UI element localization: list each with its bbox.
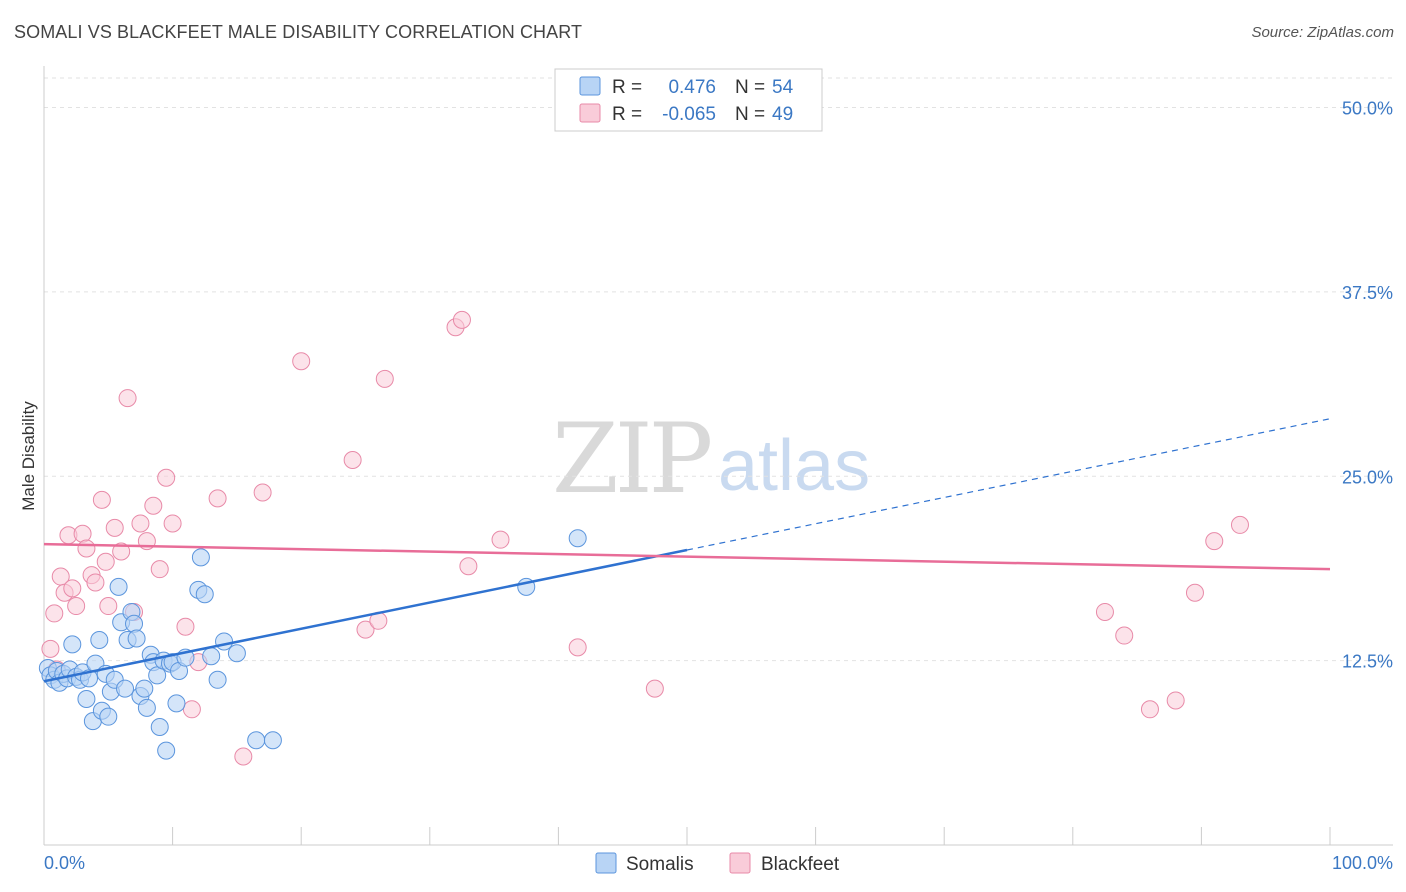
somalis-point-53 (568, 529, 587, 548)
correlation-legend: R = 0.476 N = 54 R = -0.065 N = 49 (554, 68, 823, 132)
somalis-point-44 (191, 548, 210, 567)
chart-title: SOMALI VS BLACKFEET MALE DISABILITY CORR… (14, 22, 583, 42)
somalis-point-50 (247, 731, 266, 750)
blackfeet-point-14 (99, 597, 118, 616)
blackfeet-point-17 (118, 389, 137, 408)
y-tick-label-3: 50.0% (1342, 99, 1393, 119)
somalis-point-51 (263, 731, 282, 750)
blackfeet-point-38 (459, 557, 478, 576)
blackfeet-point-1 (45, 604, 64, 623)
legend-blackfeet-r-label: R = (612, 104, 642, 125)
x-tick-label-min: 0.0% (44, 853, 85, 873)
series-legend-label-blackfeet[interactable]: Blackfeet (761, 854, 840, 875)
somalis-point-16 (90, 630, 109, 649)
y-tick-label-2: 37.5% (1342, 283, 1393, 303)
series-legend-label-somalis[interactable]: Somalis (626, 854, 694, 875)
y-tick-label-1: 25.0% (1342, 467, 1393, 487)
series-legend-swatch-blackfeet[interactable] (729, 852, 751, 874)
trend-lines (43, 418, 1331, 683)
blackfeet-point-6 (63, 579, 82, 598)
blackfeet-point-8 (73, 524, 92, 543)
blackfeet-point-19 (131, 514, 150, 533)
series-legend-swatch-somalis[interactable] (595, 852, 617, 874)
somalis-point-19 (99, 707, 118, 726)
blackfeet-point-32 (343, 451, 362, 470)
source-label: Source: ZipAtlas.com (1251, 24, 1394, 41)
blackfeet-point-45 (1140, 700, 1159, 719)
legend-somalis-r-value: 0.476 (668, 77, 716, 98)
blackfeet-point-31 (292, 352, 311, 371)
somalis-point-12 (77, 689, 96, 708)
watermark-zip: ZIP (552, 403, 711, 515)
axes (43, 66, 1393, 846)
somalis-point-22 (109, 577, 128, 596)
blackfeet-point-26 (182, 700, 201, 719)
somalis-point-24 (116, 679, 135, 698)
somalis-point-40 (167, 694, 186, 713)
blackfeet-point-28 (208, 489, 227, 508)
blackfeet-point-15 (105, 518, 124, 537)
blackfeet-point-37 (452, 310, 471, 329)
legend-blackfeet-r-value: -0.065 (662, 104, 716, 125)
somalis-point-47 (208, 670, 227, 689)
blackfeet-point-47 (1185, 583, 1204, 602)
somalis-point-30 (135, 679, 154, 698)
legend-blackfeet-n-value: 49 (772, 104, 793, 125)
blackfeet-point-41 (645, 679, 664, 698)
blackfeet-point-44 (1115, 626, 1134, 645)
legend-somalis-n-label: N = (735, 77, 765, 98)
somalis-point-48 (215, 632, 234, 651)
blackfeet-point-0 (41, 639, 60, 658)
blackfeet-point-48 (1205, 532, 1224, 551)
blackfeet-point-21 (144, 496, 163, 515)
legend-swatch-blackfeet (579, 103, 601, 123)
blackfeet-point-43 (1095, 602, 1114, 621)
y-axis-title: Male Disability (19, 401, 38, 511)
somalis-point-31 (137, 698, 156, 717)
somalis-point-27 (125, 614, 144, 633)
blackfeet-point-16 (112, 542, 131, 561)
y-tick-labels: 12.5% 25.0% 37.5% 50.0% (1342, 99, 1393, 672)
x-tick-label-max: 100.0% (1332, 853, 1393, 873)
somalis-point-37 (157, 741, 176, 760)
watermark-atlas: atlas (718, 426, 870, 506)
somalis-point-35 (150, 718, 169, 736)
gridlines (44, 77, 1393, 662)
blackfeet-trend-line (43, 542, 1331, 571)
blackfeet-point-11 (86, 573, 105, 592)
somalis-point-46 (202, 647, 221, 666)
blackfeet-point-35 (375, 369, 394, 388)
blackfeet-point-30 (253, 483, 272, 502)
blackfeet-point-22 (150, 560, 169, 579)
blackfeet-point-29 (234, 747, 253, 766)
blackfeet-point-49 (1230, 515, 1249, 534)
blackfeet-point-7 (67, 597, 86, 616)
blackfeet-point-12 (92, 490, 111, 509)
blackfeet-point-9 (77, 539, 96, 558)
somalis-trend-line (43, 548, 688, 683)
legend-swatch-somalis (579, 76, 601, 96)
somalis-point-28 (127, 629, 146, 648)
blackfeet-point-33 (356, 620, 375, 639)
somalis-point-8 (63, 635, 82, 654)
blackfeet-point-13 (96, 552, 115, 571)
series-legend: Somalis Blackfeet (595, 852, 840, 875)
y-tick-label-0: 12.5% (1342, 652, 1393, 672)
somalis-points (38, 529, 587, 760)
somalis-point-45 (195, 585, 214, 604)
blackfeet-point-40 (568, 638, 587, 657)
legend-somalis-r-label: R = (612, 77, 642, 98)
blackfeet-point-39 (491, 530, 510, 549)
blackfeet-point-46 (1166, 691, 1185, 710)
somalis-point-49 (227, 644, 246, 663)
blackfeet-point-23 (157, 468, 176, 487)
legend-somalis-n-value: 54 (772, 77, 794, 98)
legend-blackfeet-n-label: N = (735, 104, 765, 125)
blackfeet-point-25 (176, 617, 195, 636)
blackfeet-point-24 (163, 514, 182, 533)
